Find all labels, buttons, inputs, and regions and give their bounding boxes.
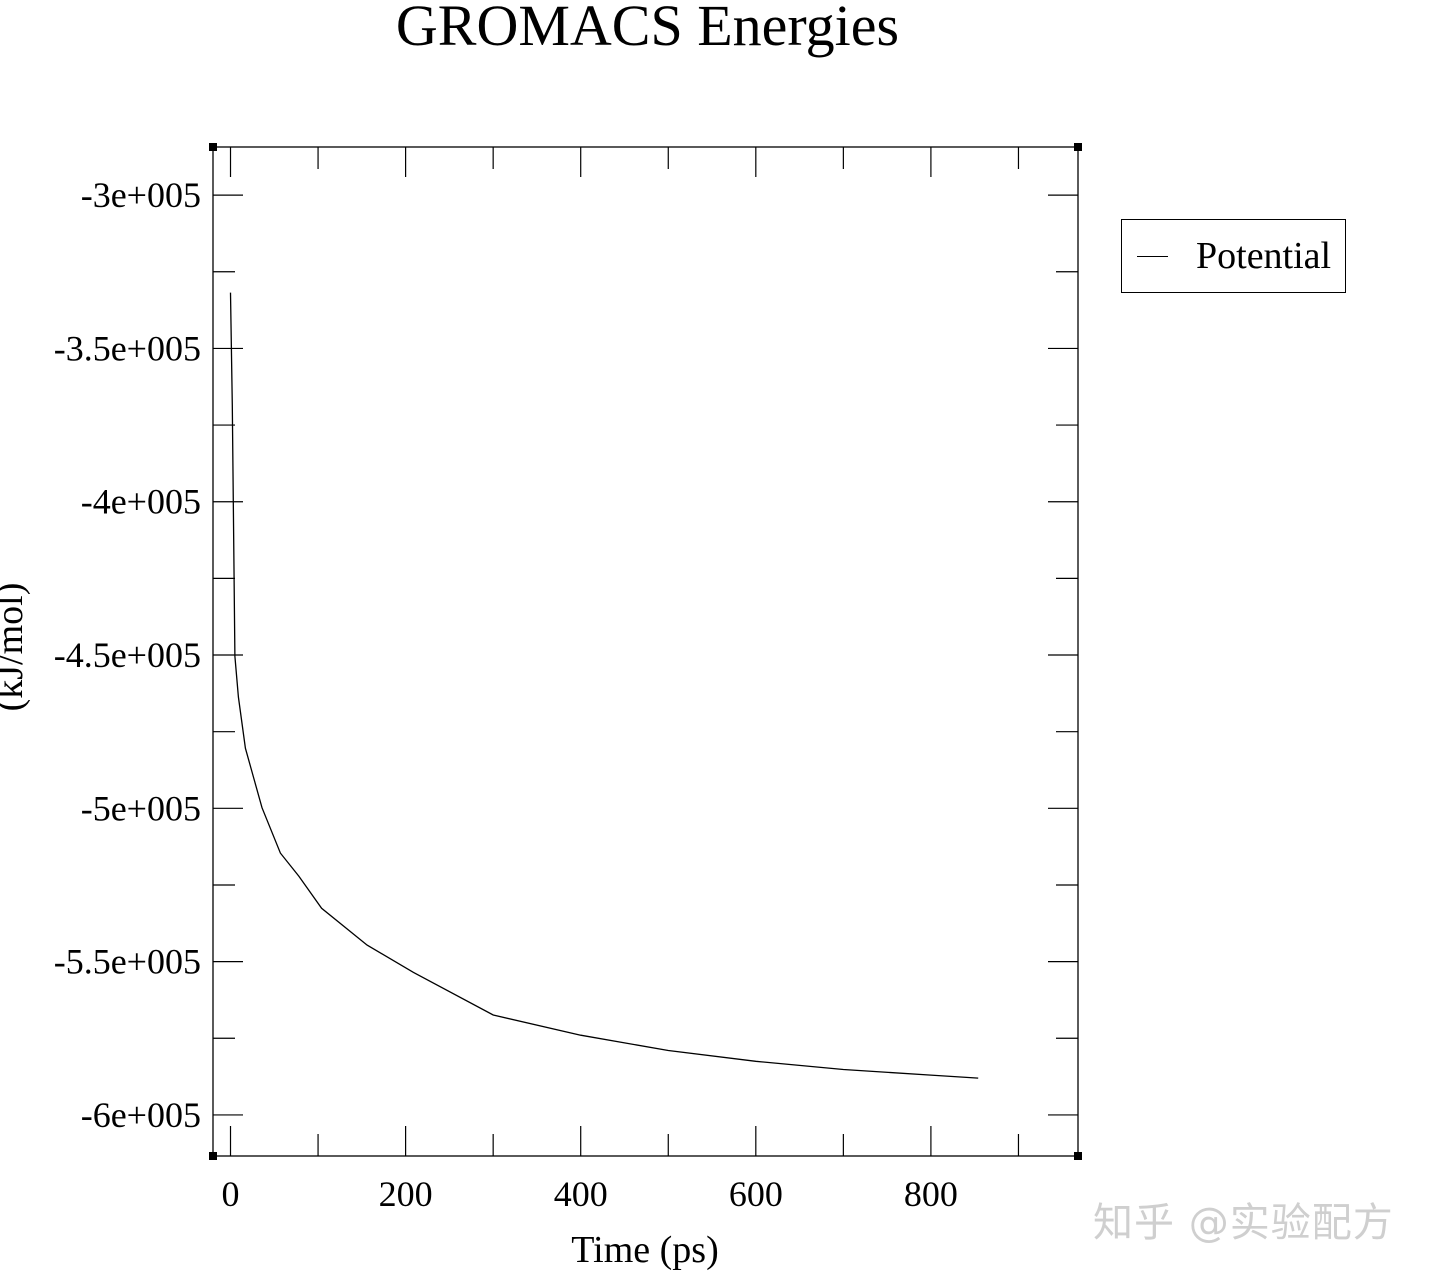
- x-tick-label: 600: [729, 1174, 783, 1214]
- x-tick-label: 400: [554, 1174, 608, 1214]
- series-line-potential: [229, 292, 979, 1079]
- y-axis-label: (kJ/mol): [0, 582, 31, 712]
- legend: Potential: [1121, 219, 1346, 293]
- frame-corner-marker: [209, 1152, 217, 1160]
- y-tick-label: -5e+005: [81, 788, 201, 828]
- y-tick-label: -6e+005: [81, 1095, 201, 1135]
- watermark: 知乎 @实验配方: [1093, 1200, 1394, 1246]
- x-tick-label: 200: [379, 1174, 433, 1214]
- legend-swatch-potential: [1137, 256, 1168, 257]
- frame-corner-marker: [209, 143, 217, 151]
- plot-frame: [212, 146, 1079, 1157]
- y-tick-label: -3e+005: [81, 175, 201, 215]
- frame-corner-marker: [1074, 1152, 1082, 1160]
- y-tick-label: -4.5e+005: [54, 635, 201, 675]
- frame-corner-marker: [1074, 143, 1082, 151]
- y-tick-label: -4e+005: [81, 482, 201, 522]
- y-tick-label: -3.5e+005: [54, 328, 201, 368]
- x-axis-label: Time (ps): [571, 1229, 719, 1271]
- chart-title: GROMACS Energies: [395, 0, 900, 58]
- legend-label-potential: Potential: [1196, 235, 1332, 277]
- x-tick-label: 0: [222, 1174, 240, 1214]
- y-tick-label: -5.5e+005: [54, 942, 201, 982]
- x-tick-label: 800: [904, 1174, 958, 1214]
